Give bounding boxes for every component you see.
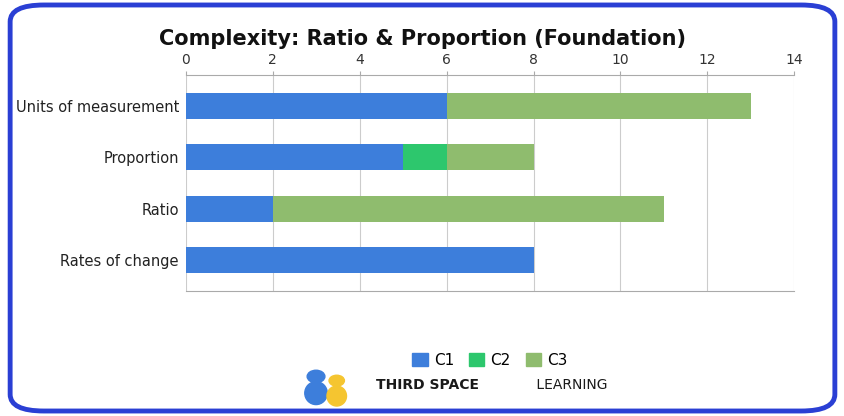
Text: Complexity: Ratio & Proportion (Foundation): Complexity: Ratio & Proportion (Foundati… xyxy=(159,29,685,49)
Legend: C1, C2, C3: C1, C2, C3 xyxy=(406,347,573,374)
Bar xyxy=(446,144,533,170)
Ellipse shape xyxy=(327,386,346,406)
Bar xyxy=(403,144,446,170)
Bar xyxy=(186,93,446,119)
Bar xyxy=(446,93,750,119)
Text: LEARNING: LEARNING xyxy=(532,378,607,392)
Bar xyxy=(186,196,273,222)
Ellipse shape xyxy=(305,382,327,404)
Bar xyxy=(186,144,403,170)
Bar xyxy=(273,196,663,222)
Bar xyxy=(186,248,533,273)
Text: THIRD SPACE: THIRD SPACE xyxy=(376,378,479,392)
Circle shape xyxy=(328,375,344,386)
Circle shape xyxy=(307,370,324,383)
